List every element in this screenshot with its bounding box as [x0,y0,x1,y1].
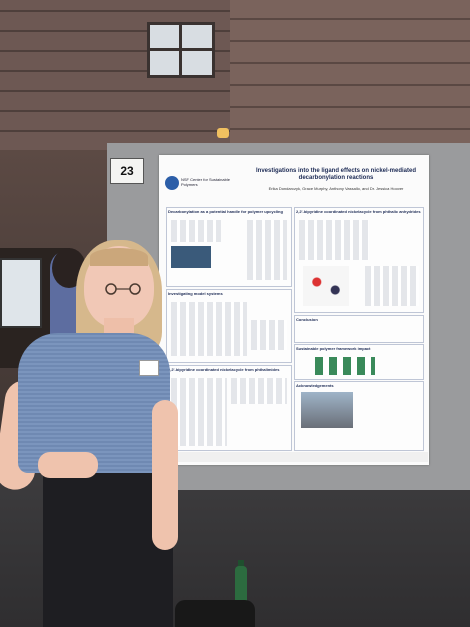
framework-icons [315,357,375,375]
bag [175,600,255,627]
section-heading: Acknowledgements [296,383,334,388]
scheme-sketch [247,220,287,280]
group-photo [301,392,353,428]
poster-section: Conclusion [294,315,424,343]
poster-section: Decarbonylation as a potential handle fo… [166,207,292,287]
background-monitor [0,258,42,328]
name-badge [139,360,159,376]
scheme-sketch [251,320,287,350]
nsf-logo-icon [165,176,179,190]
poster-section: 2,2'-bipyridine coordinated nickelacycle… [166,365,292,451]
section-heading: Investigating model systems [168,291,223,296]
poster-section: Sustainable polymer framework impact [294,344,424,380]
poster-sponsor-footer [160,452,428,462]
scheme-sketch [171,378,227,446]
spectrum-sketch [231,378,287,404]
poster-section: Acknowledgements [294,381,424,451]
poster-title: Investigations into the ligand effects o… [255,168,417,181]
scheme-sketch [299,220,369,260]
person-shirt [18,333,170,473]
scheme-sketch [171,302,247,356]
section-heading: 2,2'-bipyridine coordinated nickelacycle… [296,209,421,214]
section-heading: 2,2'-bipyridine coordinated nickelacycle… [168,367,280,372]
poster-authors: Erika Dondarczyk, Grace Murphy, Anthony … [268,186,404,191]
water-bottle [235,566,247,610]
poster-logo-text: NSF Center for Sustainable Polymers [181,177,230,187]
scheme-image [171,246,211,268]
crystal-structure-image [303,266,349,306]
section-heading: Sustainable polymer framework impact [296,346,371,351]
bottle-cap [238,560,244,567]
person-hand-on-hip [38,452,98,478]
person-hair-part [90,248,148,266]
wall-lamp [217,128,229,138]
section-heading: Decarbonylation as a potential handle fo… [168,209,283,214]
window-mullion-vertical [179,22,182,78]
scheme-sketch [171,220,221,242]
poster-section: 2,2'-bipyridine coordinated nickelacycle… [294,207,424,313]
person-right-arm [152,400,178,550]
nmr-spectrum-sketch [365,266,419,306]
section-heading: Conclusion [296,317,318,322]
glasses-icon [105,283,141,295]
poster-section: Investigating model systems [166,289,292,363]
person-pants [43,460,173,627]
brick-wall-right [230,0,470,150]
board-number: 23 [110,158,144,184]
